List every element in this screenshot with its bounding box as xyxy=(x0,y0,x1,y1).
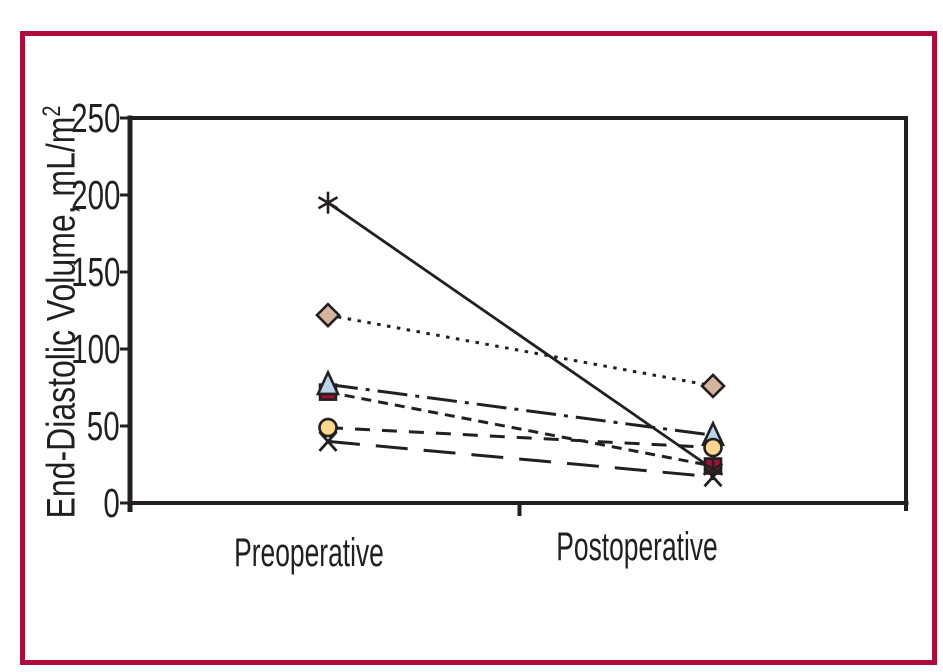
x-label-preoperative: Preoperative xyxy=(234,531,384,575)
series-line-diamond xyxy=(327,313,714,388)
y-axis-title-text: End-Diastolic Volume, mL/m xyxy=(39,116,84,519)
y-axis-ticks xyxy=(120,116,131,505)
y-axis-title-superscript: 2 xyxy=(39,105,66,117)
y-tick-label-100: 100 xyxy=(70,326,120,372)
marker-circle-preoperative xyxy=(318,417,338,438)
y-axis-title: End-Diastolic Volume, mL/m2 xyxy=(29,72,83,552)
y-tick-label-200: 200 xyxy=(70,172,120,218)
y-tick-label-0: 0 xyxy=(103,480,120,526)
series-line-x xyxy=(327,439,714,479)
series-line-circle xyxy=(327,426,714,450)
y-tick-label-250: 250 xyxy=(70,95,120,141)
marker-asterisk-postoperative xyxy=(702,458,724,481)
series-markers xyxy=(315,191,726,488)
marker-asterisk-preoperative xyxy=(317,191,339,214)
y-tick-label-50: 50 xyxy=(87,403,120,449)
plot-box xyxy=(127,115,909,512)
marker-diamond-postoperative xyxy=(700,373,726,399)
figure-border xyxy=(20,31,937,665)
marker-triangle-preoperative xyxy=(315,369,341,396)
x-label-postoperative: Postoperative xyxy=(556,525,718,569)
series-line-triangle xyxy=(327,382,714,437)
marker-diamond-preoperative xyxy=(315,302,341,328)
series-lines xyxy=(327,201,714,479)
series-line-asterisk xyxy=(327,201,714,471)
marker-circle-postoperative xyxy=(703,437,723,458)
y-tick-label-150: 150 xyxy=(70,249,120,295)
series-line-square xyxy=(327,390,714,468)
